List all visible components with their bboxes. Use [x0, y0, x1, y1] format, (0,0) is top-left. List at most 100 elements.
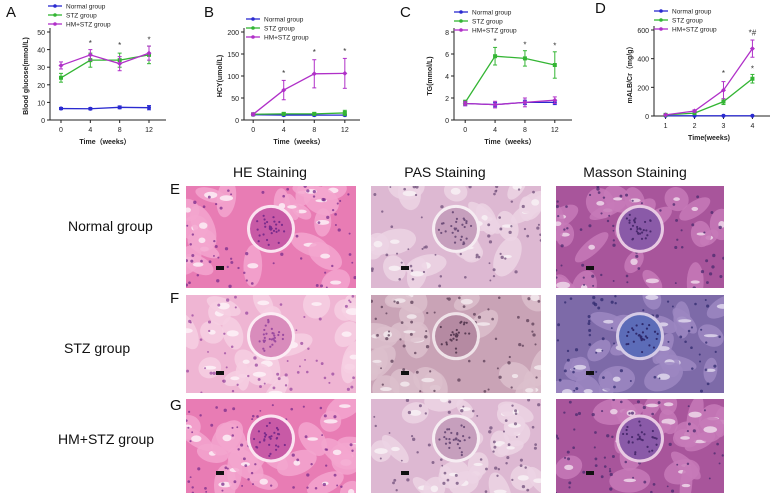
tubule-lumen [393, 298, 406, 303]
nucleus [193, 200, 197, 205]
nucleus [371, 269, 374, 273]
nucleus [526, 488, 530, 492]
glomerular-nucleus [645, 327, 649, 330]
nucleus [234, 306, 237, 309]
nucleus [314, 487, 318, 490]
glomerular-nucleus [446, 428, 449, 431]
nucleus [215, 406, 218, 409]
nucleus [566, 227, 569, 230]
series-line [665, 48, 753, 116]
glomerular-nucleus [269, 345, 272, 348]
glomerular-nucleus [631, 327, 634, 330]
nucleus [202, 205, 206, 209]
nucleus [323, 376, 327, 380]
nucleus [500, 255, 504, 260]
x-tick-label: 8 [523, 127, 527, 134]
nucleus [636, 400, 641, 404]
nucleus [600, 298, 604, 302]
glomerular-nucleus [450, 224, 453, 228]
nucleus [568, 481, 572, 485]
glomerular-nucleus [264, 433, 268, 436]
nucleus [514, 409, 518, 413]
nucleus [191, 254, 195, 258]
glomerular-nucleus [640, 237, 644, 240]
nucleus [597, 191, 601, 194]
nucleus [261, 190, 265, 194]
nucleus [321, 434, 324, 437]
nucleus [668, 442, 672, 447]
x-tick-label: 2 [693, 123, 697, 130]
glomerular-nucleus [277, 229, 280, 232]
nucleus [334, 223, 337, 227]
glomerular-nucleus [626, 334, 629, 337]
nucleus [608, 214, 611, 217]
nucleus [380, 367, 382, 370]
tubule-lumen [293, 460, 301, 466]
glomerular-nucleus [646, 445, 649, 448]
tubule-lumen [390, 239, 400, 244]
chart-c-tg: 0 2 4 6 8 0 4 8 12 Time（weeks） TG(mmol/L) * * * Normal… [427, 10, 572, 146]
glomerular-nucleus [267, 243, 270, 246]
scale-bar [401, 371, 409, 375]
nucleus [699, 360, 702, 363]
glomerular-nucleus [282, 333, 285, 336]
nucleus [482, 359, 486, 363]
nucleus [318, 317, 322, 321]
glomerular-nucleus [264, 324, 267, 327]
nucleus [410, 300, 414, 304]
nucleus [575, 387, 579, 391]
nucleus [690, 326, 694, 329]
y-axis-label: Blood glucose(mmol/L) [23, 37, 30, 115]
tubule-lumen [688, 411, 702, 418]
nucleus [392, 481, 395, 485]
tubule-lumen [217, 302, 230, 310]
nucleus [385, 312, 388, 315]
legend-marker [659, 27, 663, 31]
glomerular-nucleus [638, 437, 642, 440]
data-point [117, 105, 122, 110]
glomerular-nucleus [643, 338, 646, 341]
glomerular-nucleus [438, 438, 441, 441]
glomerular-nucleus [631, 441, 634, 444]
glomerular-nucleus [262, 214, 265, 217]
nucleus [588, 333, 592, 337]
nucleus [402, 368, 406, 371]
glomerular-nucleus [468, 332, 471, 335]
nucleus [716, 442, 719, 446]
nucleus [300, 341, 304, 345]
nucleus [659, 209, 662, 212]
nucleus [431, 461, 435, 465]
significance-mark: * [722, 69, 725, 78]
x-tick-label: 4 [88, 127, 92, 134]
glomerular-nucleus [282, 230, 286, 233]
nucleus [448, 400, 452, 404]
nucleus [388, 432, 391, 434]
data-point [750, 76, 755, 81]
glomerular-nucleus [631, 238, 634, 241]
glomerular-nucleus [637, 232, 640, 235]
glomerular-nucleus [263, 222, 267, 225]
nucleus [536, 226, 540, 230]
nucleus [230, 260, 234, 264]
glomerular-nucleus [652, 346, 656, 349]
nucleus [438, 284, 442, 288]
nucleus [272, 386, 276, 390]
tubule-lumen [561, 389, 573, 393]
nucleus [306, 189, 310, 193]
nucleus [706, 281, 709, 284]
nucleus [407, 410, 412, 415]
nucleus [459, 252, 462, 256]
column-heading-pas: PAS Staining [404, 164, 486, 180]
nucleus [532, 333, 536, 337]
nucleus [477, 255, 481, 259]
nucleus [351, 295, 355, 298]
glomerular-nucleus [639, 424, 642, 427]
significance-mark: * [553, 42, 556, 51]
nucleus [684, 340, 687, 343]
glomerular-nucleus [453, 241, 457, 244]
nucleus [531, 425, 535, 429]
glomerular-nucleus [455, 351, 458, 354]
nucleus [236, 426, 239, 429]
nucleus [393, 300, 396, 303]
nucleus [514, 270, 518, 274]
